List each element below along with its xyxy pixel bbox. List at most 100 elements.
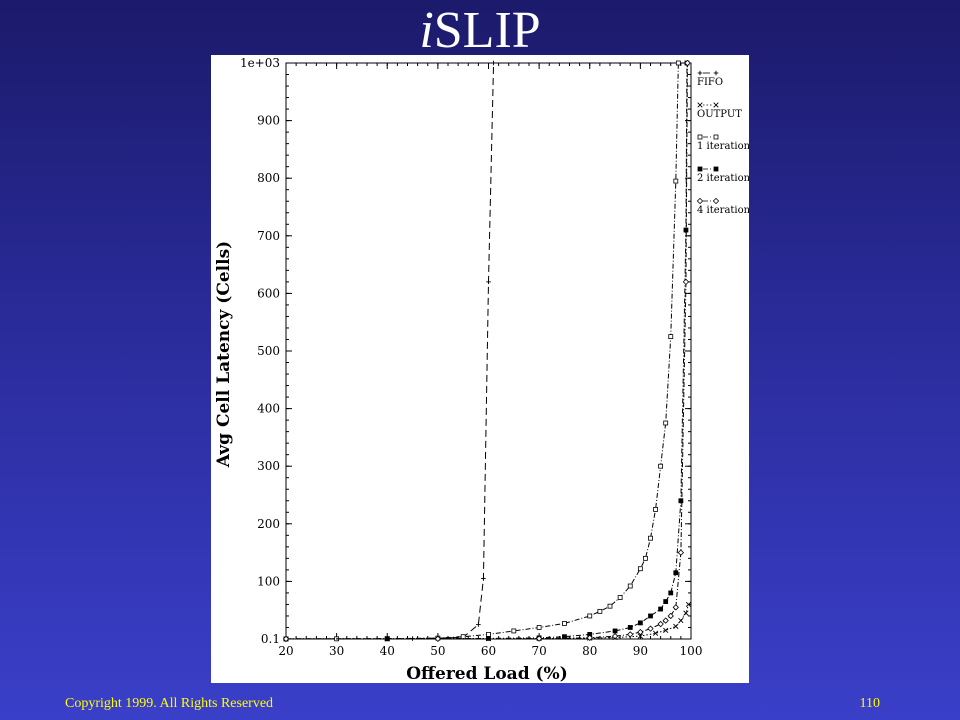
point-output bbox=[678, 617, 684, 624]
point-1-iterations bbox=[627, 583, 633, 589]
point-4-iterations bbox=[637, 628, 644, 636]
point-1-iterations bbox=[673, 178, 679, 184]
point-2-iterations bbox=[612, 628, 618, 634]
series-line-4-iterations bbox=[285, 62, 688, 640]
point-output bbox=[663, 627, 669, 633]
y-tick-label: 200 bbox=[257, 517, 280, 531]
point-output bbox=[673, 623, 679, 629]
point-output bbox=[652, 630, 659, 636]
x-axis-title: Offered Load (%) bbox=[406, 664, 568, 683]
y-tick-label: 800 bbox=[257, 171, 280, 185]
point-1-iterations bbox=[536, 625, 542, 630]
point-1-iterations bbox=[675, 60, 681, 66]
chart-figure: 20 30 40 50 60 70 80 90 100 0.1 100 200 300 400 500 600… bbox=[211, 55, 749, 683]
y-tick-label: 100 bbox=[257, 574, 280, 588]
point-1-iterations bbox=[587, 613, 593, 619]
legend-marker-4-iterations bbox=[696, 197, 704, 205]
point-2-iterations bbox=[673, 570, 679, 576]
point-4-iterations bbox=[684, 59, 691, 67]
point-1-iterations bbox=[637, 566, 643, 572]
point-4-iterations bbox=[627, 631, 634, 638]
latency-chart: 20 30 40 50 60 70 80 90 100 0.1 100 200 300 400 500 600… bbox=[214, 56, 749, 683]
legend-item-1-iterations: 1 iterations bbox=[697, 134, 749, 152]
x-tick-label: 100 bbox=[680, 644, 703, 658]
y-tick-label: 0.1 bbox=[261, 632, 280, 646]
legend-item-fifo: FIFO bbox=[697, 70, 723, 88]
legend-marker-output bbox=[713, 102, 719, 108]
y-tick-label: 400 bbox=[257, 402, 280, 416]
copyright-notice: Copyright 1999. All Rights Reserved bbox=[65, 696, 274, 711]
y-axis-title: Avg Cell Latency (Cells) bbox=[214, 241, 234, 468]
point-1-iterations bbox=[607, 603, 613, 609]
x-tick-label: 20 bbox=[278, 644, 293, 658]
y-tick-label: 1e+03 bbox=[240, 56, 280, 70]
point-1-iterations bbox=[658, 463, 664, 469]
point-1-iterations bbox=[643, 555, 648, 561]
plot-frame bbox=[285, 62, 692, 640]
point-4-iterations bbox=[611, 632, 619, 640]
y-tick-label: 700 bbox=[257, 229, 280, 243]
point-1-iterations bbox=[668, 334, 674, 340]
series-4-iterations bbox=[282, 59, 691, 643]
legend-marker-1-iterations bbox=[697, 134, 703, 140]
point-4-iterations bbox=[434, 635, 442, 642]
x-tick-label: 80 bbox=[582, 644, 597, 658]
point-output bbox=[685, 601, 692, 608]
legend-label-1-iterations: 1 iterations bbox=[697, 141, 749, 152]
point-1-iterations bbox=[648, 535, 653, 541]
legend-marker-output bbox=[697, 102, 703, 108]
series-1-iterations bbox=[283, 60, 681, 642]
legend-marker-4-iterations bbox=[712, 197, 720, 205]
series-line-2-iterations bbox=[285, 62, 688, 640]
legend-item-output: OUTPUT bbox=[697, 102, 742, 120]
point-2-iterations bbox=[637, 620, 643, 626]
legend-item-2-iterations: 2 iterations bbox=[697, 166, 749, 184]
point-2-iterations bbox=[678, 498, 684, 504]
point-4-iterations bbox=[657, 620, 664, 628]
point-4-iterations bbox=[647, 625, 654, 632]
point-output bbox=[637, 633, 643, 639]
y-tick-label: 500 bbox=[257, 344, 280, 358]
y-tick-label: 600 bbox=[257, 286, 280, 300]
legend-marker-1-iterations bbox=[713, 134, 719, 140]
point-1-iterations bbox=[617, 595, 623, 600]
point-1-iterations bbox=[663, 420, 669, 426]
point-output bbox=[683, 610, 689, 616]
series-line-fifo bbox=[285, 62, 495, 640]
series-2-iterations bbox=[283, 60, 690, 642]
legend-marker-2-iterations bbox=[713, 166, 719, 172]
point-4-iterations bbox=[586, 634, 593, 642]
x-tick-label: 50 bbox=[430, 644, 445, 658]
point-4-iterations bbox=[662, 617, 669, 624]
series-line-1-iterations bbox=[285, 62, 679, 640]
point-1-iterations bbox=[653, 506, 658, 512]
slide-title-italic: i bbox=[419, 2, 434, 59]
point-1-iterations bbox=[486, 631, 491, 637]
legend-label-4-iterations: 4 iterations bbox=[697, 205, 749, 216]
point-4-iterations bbox=[672, 604, 679, 611]
point-2-iterations bbox=[668, 590, 674, 596]
legend-label-2-iterations: 2 iterations bbox=[697, 173, 749, 184]
point-1-iterations bbox=[511, 628, 517, 634]
point-2-iterations bbox=[562, 634, 567, 640]
point-1-iterations bbox=[597, 608, 603, 614]
legend-item-4-iterations: 4 iterations bbox=[696, 197, 749, 216]
point-1-iterations bbox=[562, 621, 567, 626]
x-tick-label: 90 bbox=[633, 644, 648, 658]
point-4-iterations bbox=[282, 635, 290, 643]
point-4-iterations bbox=[682, 278, 690, 286]
point-2-iterations bbox=[663, 599, 669, 604]
y-tick-label: 300 bbox=[257, 459, 280, 473]
point-2-iterations bbox=[627, 625, 633, 630]
y-tick-label: 900 bbox=[257, 114, 280, 128]
slide-title: iSLIP bbox=[0, 2, 960, 60]
legend-marker-2-iterations bbox=[697, 166, 703, 172]
x-tick-label: 60 bbox=[481, 644, 496, 658]
point-2-iterations bbox=[658, 606, 664, 612]
x-tick-label: 40 bbox=[380, 644, 395, 658]
x-tick-label: 30 bbox=[329, 644, 344, 658]
x-tick-label: 70 bbox=[531, 644, 546, 658]
series-fifo bbox=[283, 60, 496, 642]
point-4-iterations bbox=[667, 612, 674, 620]
slide-title-rest: SLIP bbox=[433, 2, 541, 59]
